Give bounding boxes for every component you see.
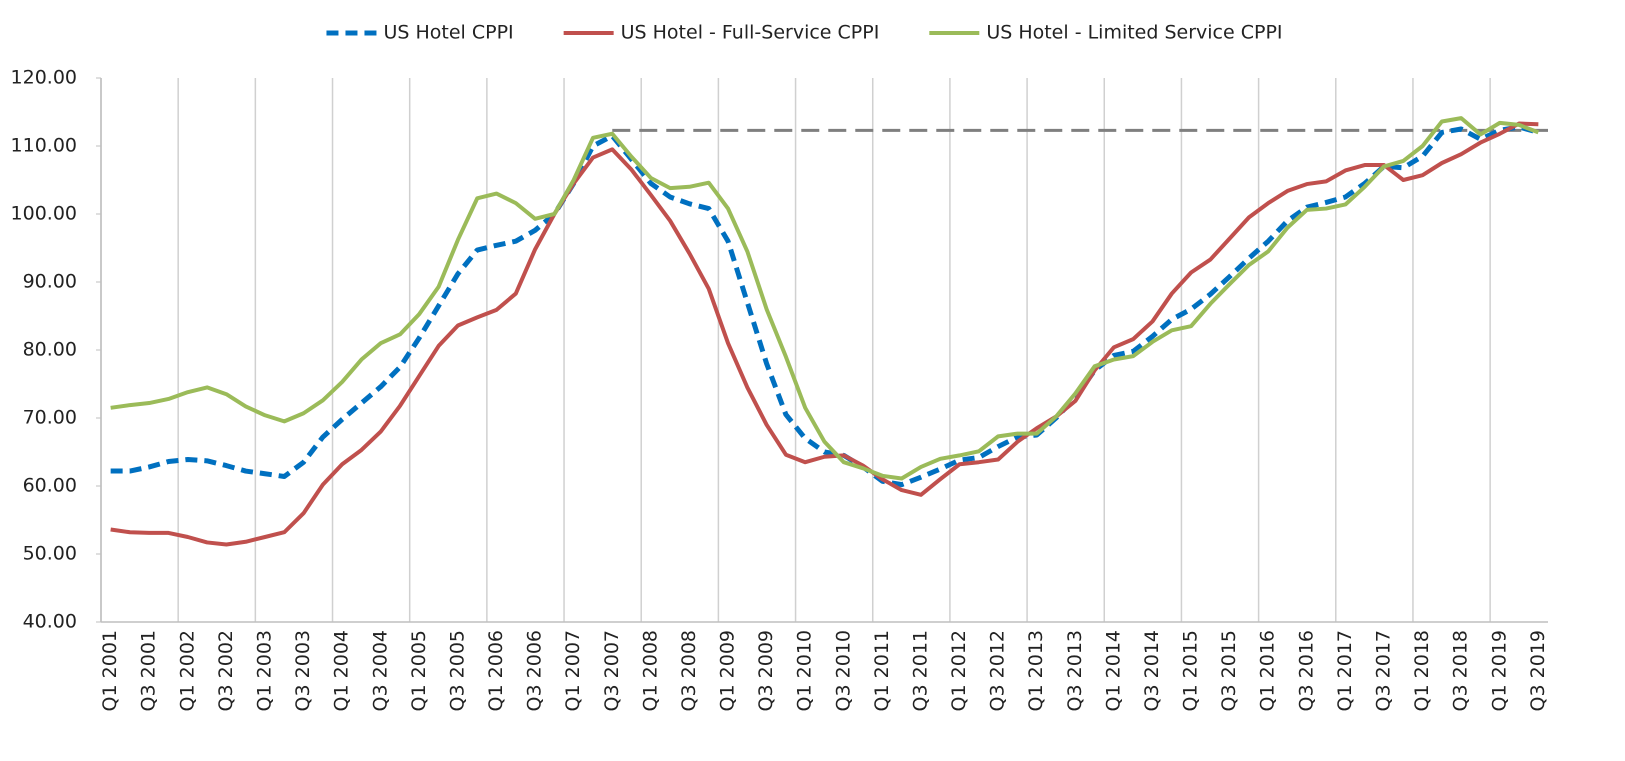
x-tick-label: Q1 2006 (485, 630, 507, 711)
x-tick-label: Q3 2017 (1373, 630, 1395, 711)
x-tick-label: Q3 2007 (601, 630, 623, 711)
x-tick-label: Q3 2012 (987, 630, 1009, 711)
legend-item: US Hotel - Limited Service CPPI (929, 22, 1283, 44)
x-tick-label: Q3 2010 (832, 630, 854, 711)
x-tick-label: Q3 2005 (446, 630, 468, 711)
y-tick-label: 40.00 (23, 611, 77, 633)
x-tick-label: Q1 2014 (1102, 630, 1124, 711)
x-tick-label: Q3 2004 (369, 630, 391, 711)
x-tick-label: Q1 2008 (639, 630, 661, 711)
x-tick-label: Q3 2013 (1064, 630, 1086, 711)
x-tick-label: Q1 2019 (1488, 630, 1510, 711)
x-tick-label: Q1 2015 (1180, 630, 1202, 711)
x-tick-label: Q1 2013 (1025, 630, 1047, 711)
legend-item: US Hotel - Full-Service CPPI (563, 22, 880, 44)
x-tick-label: Q3 2019 (1527, 630, 1549, 711)
y-tick-label: 120.00 (11, 67, 77, 89)
x-tick-label: Q3 2011 (909, 630, 931, 711)
legend-label: US Hotel - Limited Service CPPI (986, 22, 1282, 44)
x-tick-label: Q3 2016 (1295, 630, 1317, 711)
legend-label: US Hotel - Full-Service CPPI (621, 22, 880, 44)
series-line (110, 121, 1539, 547)
y-tick-label: 100.00 (11, 203, 77, 225)
x-tick-label: Q1 2003 (253, 630, 275, 711)
x-tick-label: Q1 2009 (717, 630, 739, 711)
x-tick-label: Q1 2005 (408, 630, 430, 711)
y-tick-label: 60.00 (23, 475, 77, 497)
x-tick-label: Q3 2014 (1141, 630, 1163, 711)
x-tick-label: Q1 2001 (99, 630, 121, 711)
x-tick-label: Q3 2003 (292, 630, 314, 711)
y-tick-label: 90.00 (23, 271, 77, 293)
x-tick-label: Q1 2011 (871, 630, 893, 711)
x-tick-label: Q1 2010 (794, 630, 816, 711)
x-tick-label: Q1 2018 (1411, 630, 1433, 711)
x-tick-label: Q1 2016 (1257, 630, 1279, 711)
x-tick-label: Q1 2012 (948, 630, 970, 711)
x-tick-label: Q3 2018 (1450, 630, 1472, 711)
x-tick-label: Q3 2001 (138, 630, 160, 711)
legend-item: US Hotel CPPI (326, 22, 514, 44)
x-tick-label: Q1 2017 (1334, 630, 1356, 711)
y-tick-label: 70.00 (23, 407, 77, 429)
x-tick-label: Q3 2002 (215, 630, 237, 711)
y-tick-label: 50.00 (23, 543, 77, 565)
y-tick-label: 80.00 (23, 339, 77, 361)
x-tick-label: Q3 2009 (755, 630, 777, 711)
series-line (110, 124, 1540, 488)
x-tick-label: Q3 2008 (678, 630, 700, 711)
legend-label: US Hotel CPPI (383, 22, 513, 44)
x-tick-label: Q3 2015 (1218, 630, 1240, 711)
y-tick-label: 110.00 (11, 135, 77, 157)
x-tick-label: Q3 2006 (524, 630, 546, 711)
x-tick-label: Q1 2007 (562, 630, 584, 711)
series-line (110, 116, 1540, 481)
x-tick-label: Q1 2004 (331, 630, 353, 711)
x-tick-label: Q1 2002 (176, 630, 198, 711)
